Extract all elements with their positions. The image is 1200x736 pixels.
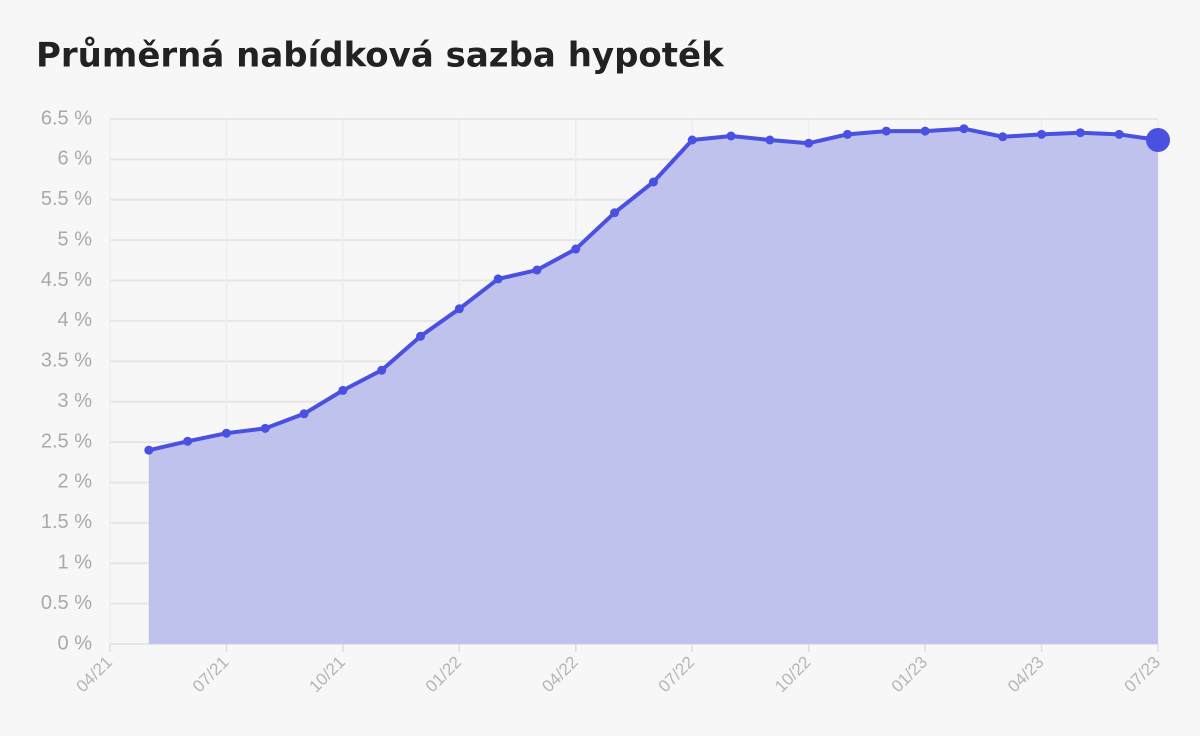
point [260,423,270,433]
y-tick-label: 0 % [58,632,93,654]
point [1114,129,1124,139]
y-tick-label: 4 % [58,309,93,331]
x-tick-label: 07/23 [1120,653,1164,697]
point [998,132,1008,142]
y-tick-label: 6.5 % [41,107,92,129]
point [610,208,620,218]
point [571,244,581,254]
x-tick-label: 10/21 [305,653,349,697]
point [804,138,814,148]
point [1037,129,1047,139]
area [148,128,1158,644]
y-tick-label: 6 % [58,148,93,170]
point [416,331,426,341]
x-tick-label: 10/22 [771,653,815,697]
point [183,436,193,446]
point [920,126,930,136]
point [687,135,697,145]
point [221,428,231,438]
x-tick-label: 01/22 [422,653,466,697]
chart-title: Průměrná nabídková sazba hypoték [36,36,725,76]
point [144,445,154,455]
point [454,304,464,314]
point [881,126,891,136]
y-tick-label: 3 % [58,390,93,412]
x-tick-label: 07/22 [655,653,699,697]
y-tick-label: 1 % [58,552,93,574]
y-tick-label: 5 % [58,228,93,250]
point [1075,128,1085,138]
x-tick-label: 04/23 [1004,653,1048,697]
point [338,385,348,395]
x-tick-label: 07/21 [189,653,233,697]
x-tick-label: 04/21 [72,653,116,697]
y-tick-label: 5.5 % [41,188,92,210]
y-tick-label: 4.5 % [41,269,92,291]
y-tick-label: 2.5 % [41,430,92,452]
y-tick-label: 0.5 % [41,592,92,614]
point [959,124,969,134]
point [493,274,503,284]
y-tick-label: 2 % [58,471,93,493]
point [377,365,387,375]
point [532,265,542,275]
point [726,131,736,141]
point [299,409,309,419]
x-tick-label: 04/22 [538,653,582,697]
point [1146,128,1170,152]
point [842,129,852,139]
y-tick-label: 1.5 % [41,511,92,533]
point [765,135,775,145]
point [648,177,658,187]
x-tick-label: 01/23 [888,653,932,697]
y-tick-label: 3.5 % [41,350,92,372]
